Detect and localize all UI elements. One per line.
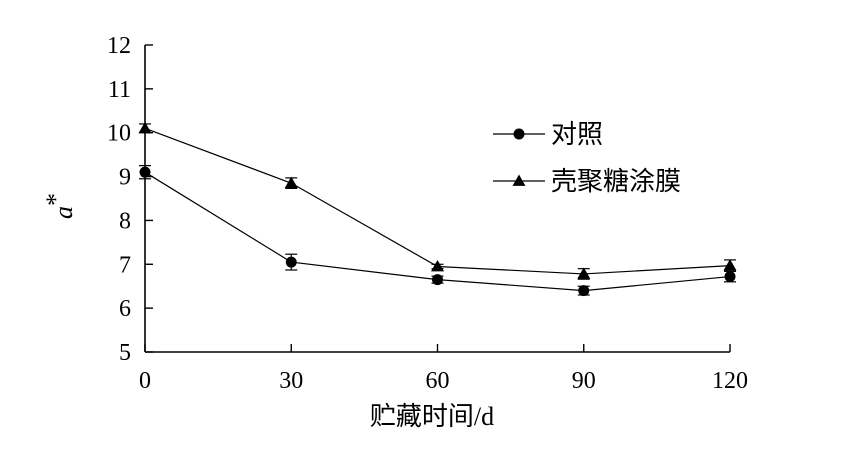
data-point — [284, 176, 298, 189]
data-point — [431, 259, 444, 272]
data-point — [723, 259, 737, 271]
data-point — [138, 121, 152, 134]
legend-item-2: 壳聚糖涂膜 — [493, 167, 681, 196]
legend-marker — [512, 174, 526, 186]
data-point — [285, 256, 297, 268]
data-point — [578, 285, 590, 297]
y-axis-title: a* — [41, 193, 78, 219]
y-tick-label: 12 — [107, 33, 131, 59]
y-tick-label: 8 — [119, 208, 131, 234]
data-point — [724, 271, 736, 283]
x-tick-label: 120 — [712, 368, 748, 394]
x-tick-label: 90 — [572, 368, 596, 394]
legend-item-1: 对照 — [493, 120, 603, 149]
series-2 — [138, 121, 737, 280]
x-tick-label: 0 — [139, 368, 151, 394]
x-tick-label: 60 — [426, 368, 450, 394]
y-tick-label: 6 — [119, 296, 131, 322]
legend-label: 对照 — [551, 120, 603, 149]
y-tick-label: 11 — [108, 77, 131, 103]
data-point — [577, 267, 591, 279]
y-tick-label: 9 — [119, 165, 131, 191]
data-point — [432, 274, 443, 286]
x-tick-label: 30 — [279, 368, 303, 394]
y-tick-label: 10 — [107, 121, 131, 147]
data-point — [139, 166, 151, 178]
x-axis-title: 贮藏时间/d — [370, 402, 494, 431]
series-1 — [139, 165, 736, 297]
legend-marker — [513, 128, 525, 140]
y-tick-label: 7 — [119, 252, 131, 278]
legend-label: 壳聚糖涂膜 — [551, 167, 681, 196]
series-layer — [138, 121, 737, 297]
y-tick-label: 5 — [119, 340, 131, 366]
series-line — [144, 127, 731, 275]
